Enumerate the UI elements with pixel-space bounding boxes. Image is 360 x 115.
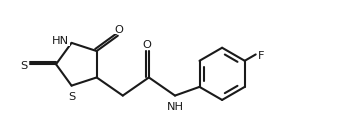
Text: S: S: [20, 61, 27, 71]
Text: NH: NH: [167, 101, 184, 111]
Text: F: F: [257, 50, 264, 60]
Text: S: S: [69, 91, 76, 101]
Text: O: O: [114, 24, 123, 34]
Text: O: O: [143, 40, 152, 50]
Text: HN: HN: [52, 36, 69, 46]
